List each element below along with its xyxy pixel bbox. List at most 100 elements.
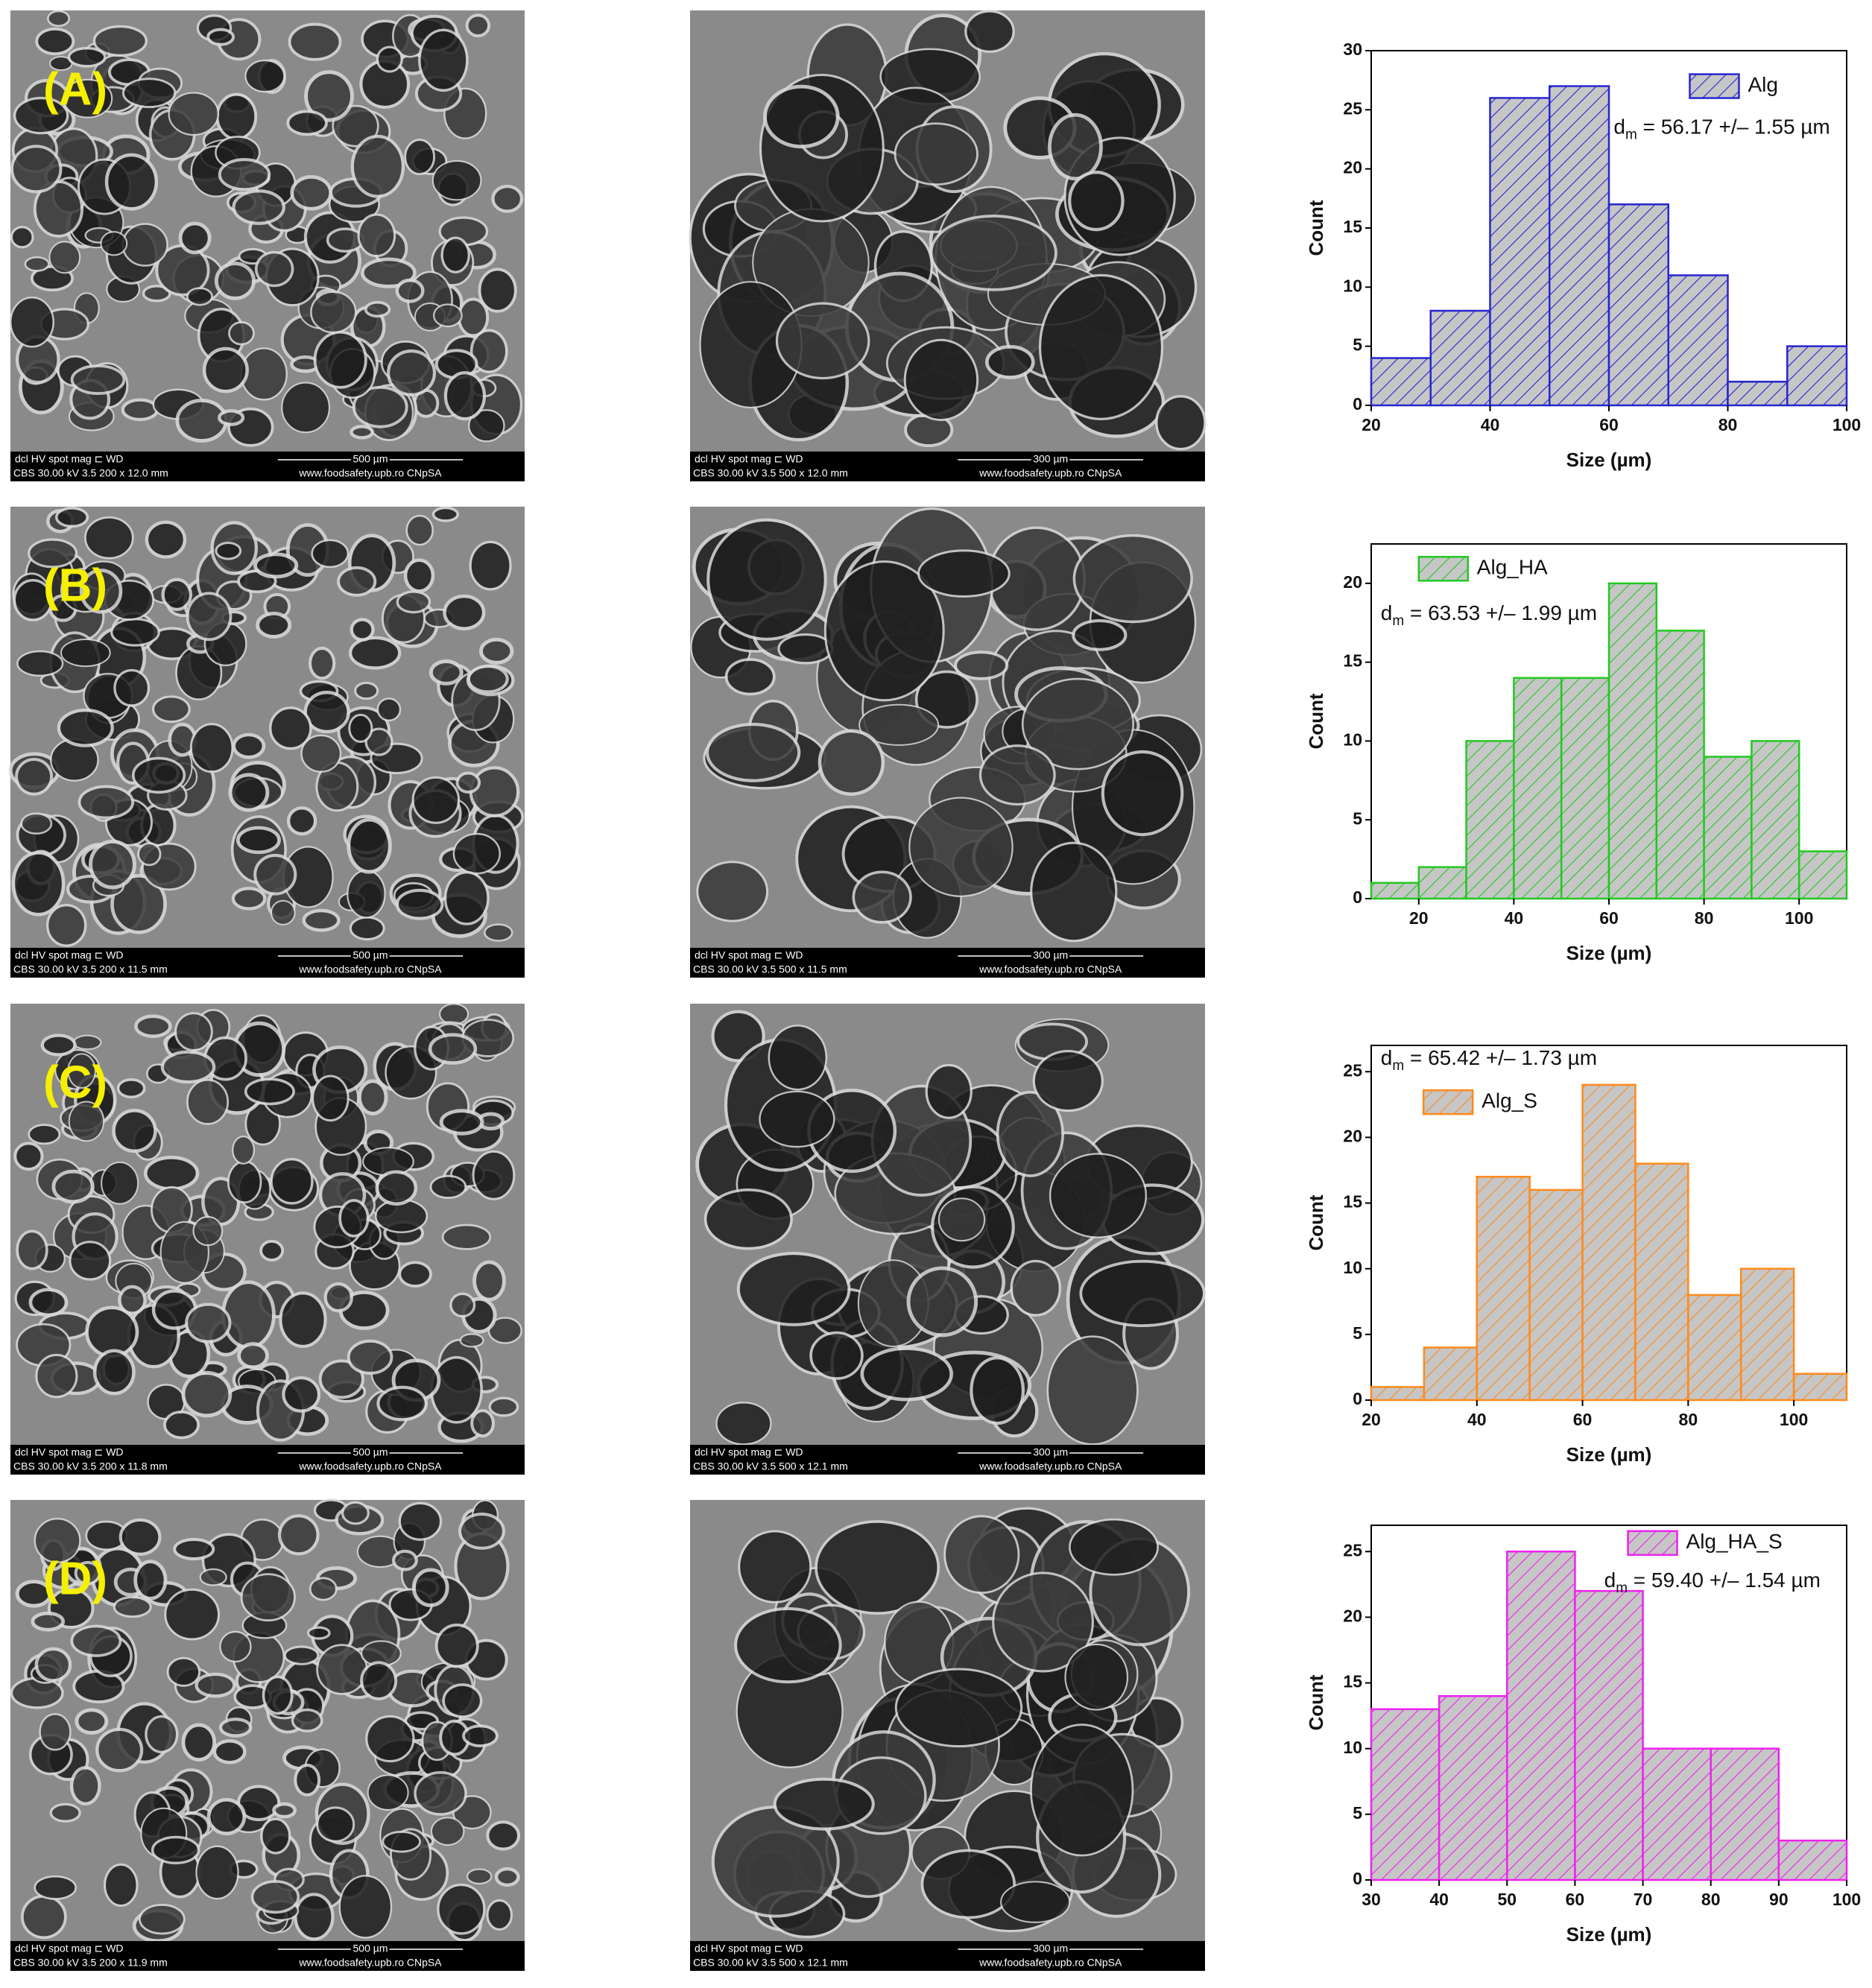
pore — [13, 1142, 44, 1171]
pore — [313, 330, 367, 389]
pore — [992, 1571, 1094, 1673]
micrograph: dcl HV spot mag ⊏ WD CBS 30.00 kV 3.5 500… — [689, 10, 1207, 481]
x-tick-label: 30 — [1362, 1890, 1381, 1909]
histogram-bar — [1703, 756, 1753, 900]
info-site: www.foodsafety.upb.ro CNpSA — [978, 1957, 1122, 1969]
pore — [236, 826, 281, 855]
pore — [920, 1849, 1016, 1919]
pore — [306, 1626, 331, 1640]
y-axis-label: Count — [1305, 1674, 1327, 1730]
pore — [375, 1170, 418, 1206]
pore — [143, 1156, 200, 1191]
pore — [705, 722, 801, 782]
pore — [398, 1501, 443, 1541]
pore — [411, 776, 461, 824]
pore — [738, 1530, 812, 1604]
pore — [954, 650, 1009, 680]
pore — [1021, 677, 1135, 770]
pore — [103, 1863, 139, 1908]
pore — [294, 1763, 321, 1797]
x-tick-label: 20 — [1362, 1410, 1381, 1429]
pore — [1048, 113, 1103, 181]
scale-label: 300 µm — [1033, 453, 1068, 465]
pore — [985, 344, 1035, 379]
legend-label: Alg_HA_S — [1686, 1530, 1783, 1553]
histogram-bar — [1549, 85, 1610, 407]
pore — [92, 25, 148, 57]
legend-label: Alg — [1748, 73, 1777, 96]
pore — [1010, 1259, 1062, 1317]
pore — [110, 873, 167, 934]
pore — [133, 1560, 168, 1601]
pore — [978, 744, 1056, 806]
y-tick-label: 15 — [1343, 651, 1362, 671]
histogram-bar — [1581, 1083, 1637, 1402]
info-bar — [690, 452, 1205, 481]
info-params: CBS 30.00 kV 3.5 500 x 12.0 mm — [693, 467, 848, 479]
x-tick-label: 40 — [1481, 415, 1500, 434]
pore — [74, 1560, 101, 1586]
x-tick-label: 60 — [1573, 1410, 1593, 1429]
micrograph: dcl HV spot mag ⊏ WD CBS 30.00 kV 3.5 200… — [10, 1498, 525, 1971]
pore — [151, 695, 191, 724]
pore — [357, 213, 396, 258]
info-bar — [10, 948, 525, 978]
pore — [181, 1723, 217, 1761]
info-params: CBS 30.00 kV 3.5 500 x 12.1 mm — [693, 1460, 848, 1472]
histogram-bar — [1438, 1694, 1508, 1881]
histogram-bar — [1751, 740, 1800, 900]
pore — [281, 382, 331, 434]
histogram-bar — [1513, 677, 1563, 900]
x-tick-label: 80 — [1718, 415, 1738, 434]
pore — [259, 1239, 285, 1262]
legend-swatch — [1417, 556, 1470, 582]
pore — [462, 1724, 499, 1747]
histogram-bar — [1528, 1188, 1584, 1402]
pore — [395, 278, 425, 303]
pore — [428, 1033, 478, 1065]
pore — [199, 1568, 227, 1586]
pore — [178, 221, 212, 255]
pore — [13, 96, 69, 135]
pore — [429, 1174, 467, 1200]
pore — [151, 1835, 200, 1865]
pore — [232, 1135, 256, 1165]
pore — [13, 579, 53, 621]
x-axis-label: Size (µm) — [1566, 1923, 1652, 1946]
pore — [283, 1645, 320, 1665]
pore — [414, 1771, 467, 1816]
micrograph: dcl HV spot mag ⊏ WD CBS 30.00 kV 3.5 200… — [10, 1003, 525, 1475]
x-tick-label: 20 — [1362, 415, 1381, 434]
pore — [24, 256, 50, 272]
pore — [491, 184, 524, 213]
pore — [858, 703, 940, 746]
pore — [823, 560, 945, 702]
pore — [430, 1817, 465, 1846]
pore — [221, 1280, 276, 1349]
x-tick-label: 40 — [1429, 1890, 1449, 1909]
pore — [894, 122, 978, 186]
pore — [459, 1333, 484, 1348]
pore — [35, 1353, 78, 1399]
pore — [349, 916, 385, 941]
pore — [386, 349, 437, 396]
pore — [250, 1880, 300, 1914]
annotation: dm = 65.42 +/– 1.73 µm — [1381, 1046, 1597, 1074]
pore — [1068, 171, 1125, 232]
info-site: www.foodsafety.upb.ro CNpSA — [298, 467, 442, 479]
pore — [1000, 1881, 1071, 1923]
pore — [215, 541, 242, 560]
y-axis-label: Count — [1305, 693, 1327, 749]
info-bar — [10, 1445, 525, 1475]
micrograph: dcl HV spot mag ⊏ WD CBS 30.00 kV 3.5 200… — [8, 506, 525, 978]
pore — [917, 549, 1011, 598]
pore — [382, 1830, 421, 1853]
pore — [1032, 1050, 1104, 1112]
pore — [189, 723, 234, 773]
pore — [1072, 618, 1128, 651]
pore — [85, 1305, 139, 1358]
pore — [55, 507, 89, 528]
pore — [304, 70, 354, 122]
pore — [818, 729, 885, 797]
pore — [470, 1409, 496, 1438]
